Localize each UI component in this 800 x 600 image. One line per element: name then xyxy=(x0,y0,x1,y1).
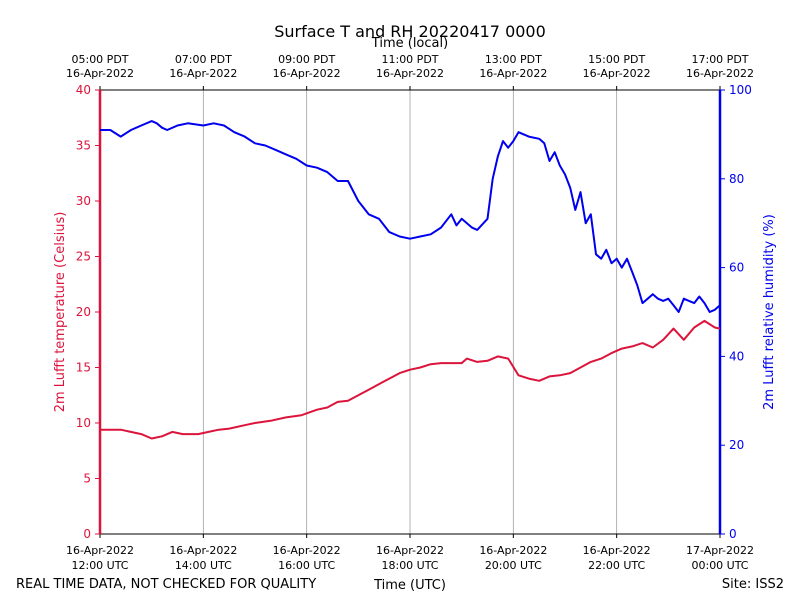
x-tick-label-time: 20:00 UTC xyxy=(485,559,542,572)
footer-site: Site: ISS2 xyxy=(722,577,784,592)
y-left-tick-label: 10 xyxy=(76,416,91,430)
x-axis-top-label: Time (local) xyxy=(371,36,448,51)
x-top-tick-label-time: 15:00 PDT xyxy=(588,53,645,66)
x-top-tick-label-date: 16-Apr-2022 xyxy=(169,67,237,80)
y-left-tick-label: 35 xyxy=(76,139,91,153)
x-tick-label-time: 14:00 UTC xyxy=(175,559,232,572)
x-tick-label-date: 16-Apr-2022 xyxy=(66,544,134,557)
x-tick-label-time: 18:00 UTC xyxy=(381,559,438,572)
y-left-tick-label: 25 xyxy=(76,250,91,264)
y-right-tick-label: 100 xyxy=(729,83,752,97)
y-left-tick-label: 20 xyxy=(76,305,91,319)
x-tick-label-date: 16-Apr-2022 xyxy=(479,544,547,557)
y-axis-left-label: 2m Lufft temperature (Celsius) xyxy=(53,212,68,413)
y-right-tick-label: 80 xyxy=(729,172,744,186)
chart-title: Surface T and RH 20220417 0000 xyxy=(274,22,546,41)
x-top-tick-label-date: 16-Apr-2022 xyxy=(66,67,134,80)
x-top-tick-label-time: 05:00 PDT xyxy=(71,53,128,66)
y-right-tick-label: 0 xyxy=(729,527,737,541)
x-top-tick-label-time: 09:00 PDT xyxy=(278,53,335,66)
x-top-tick-label-date: 16-Apr-2022 xyxy=(376,67,444,80)
x-top-tick-label-date: 16-Apr-2022 xyxy=(583,67,651,80)
x-top-tick-label-date: 16-Apr-2022 xyxy=(479,67,547,80)
x-tick-label-time: 00:00 UTC xyxy=(691,559,748,572)
x-tick-label-time: 22:00 UTC xyxy=(588,559,645,572)
x-tick-label-date: 17-Apr-2022 xyxy=(686,544,754,557)
humidity-series-line xyxy=(100,120,721,313)
x-top-tick-label-time: 13:00 PDT xyxy=(485,53,542,66)
y-left-tick-label: 30 xyxy=(76,194,91,208)
x-top-tick-label-time: 11:00 PDT xyxy=(381,53,438,66)
y-right-tick-label: 40 xyxy=(729,349,744,363)
y-left-tick-label: 15 xyxy=(76,361,91,375)
x-axis-label: Time (UTC) xyxy=(373,578,446,593)
x-tick-label-date: 16-Apr-2022 xyxy=(583,544,651,557)
y-left-tick-label: 0 xyxy=(83,527,91,541)
x-tick-label-date: 16-Apr-2022 xyxy=(169,544,237,557)
y-left-tick-label: 5 xyxy=(83,472,91,486)
y-left-tick-label: 40 xyxy=(76,83,91,97)
x-top-tick-label-time: 17:00 PDT xyxy=(691,53,748,66)
temperature-series-line xyxy=(100,319,721,440)
x-top-tick-label-date: 16-Apr-2022 xyxy=(273,67,341,80)
x-tick-label-date: 16-Apr-2022 xyxy=(376,544,444,557)
footer-disclaimer: REAL TIME DATA, NOT CHECKED FOR QUALITY xyxy=(16,577,316,592)
y-right-tick-label: 20 xyxy=(729,438,744,452)
x-tick-label-date: 16-Apr-2022 xyxy=(273,544,341,557)
y-right-tick-label: 60 xyxy=(729,261,744,275)
x-top-tick-label-date: 16-Apr-2022 xyxy=(686,67,754,80)
x-tick-label-time: 12:00 UTC xyxy=(71,559,128,572)
x-tick-label-time: 16:00 UTC xyxy=(278,559,335,572)
x-top-tick-label-time: 07:00 PDT xyxy=(175,53,232,66)
y-axis-right-label: 2m Lufft relative humidity (%) xyxy=(762,214,777,410)
